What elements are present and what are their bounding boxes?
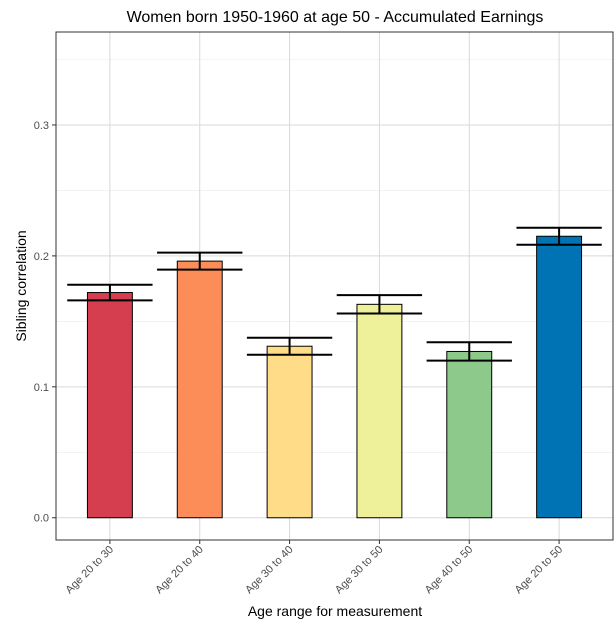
chart-title: Women born 1950-1960 at age 50 - Accumul…: [127, 9, 544, 26]
bar: [86, 292, 133, 519]
y-tick-label: 0.3: [34, 120, 49, 132]
bar: [176, 260, 223, 519]
y-tick-label: 0.0: [34, 513, 49, 525]
x-tick-label: Age 20 to 30: [63, 544, 116, 597]
x-axis-label: Age range for measurement: [248, 603, 422, 619]
bar: [356, 303, 403, 519]
y-tick-label: 0.1: [34, 382, 49, 394]
y-tick-label: 0.2: [34, 251, 49, 263]
y-axis-label: Sibling correlation: [13, 230, 29, 341]
panel-border: [55, 31, 614, 541]
x-tick-label: Age 40 to 50: [423, 544, 476, 597]
bar: [536, 235, 583, 519]
x-tick-label: Age 30 to 40: [243, 544, 296, 597]
x-tick-label: Age 20 to 40: [153, 544, 206, 597]
x-tick-label: Age 30 to 50: [333, 544, 386, 597]
bar: [446, 350, 493, 519]
x-tick-label: Age 20 to 50: [513, 544, 566, 597]
bar: [266, 345, 313, 519]
